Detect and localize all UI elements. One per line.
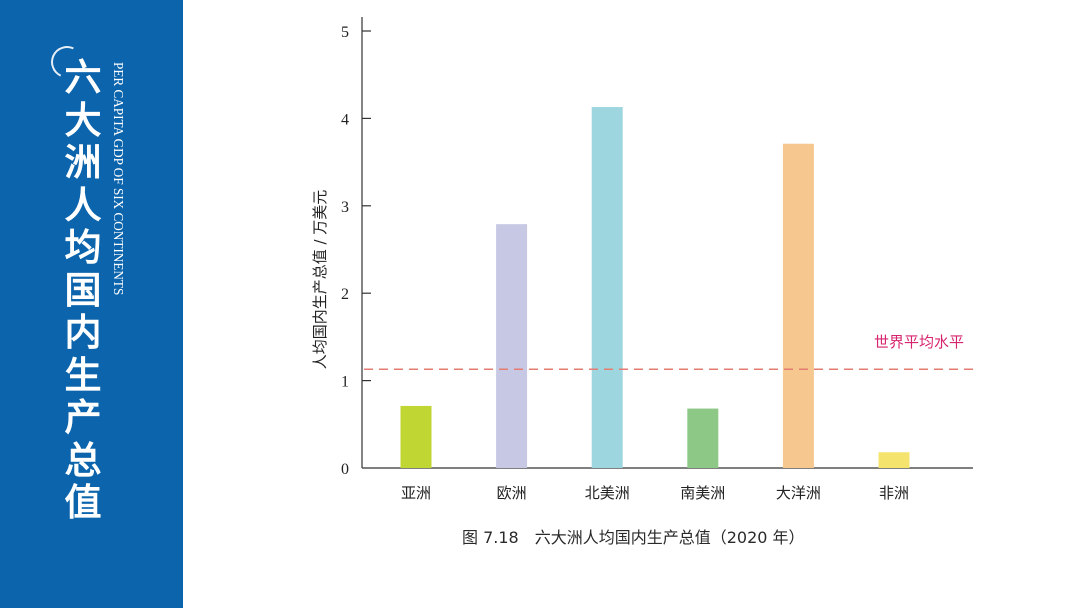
y-tick-label: 0 bbox=[341, 461, 349, 478]
y-tick-label: 1 bbox=[341, 374, 349, 391]
bar-1 bbox=[400, 405, 432, 468]
y-tick-label: 5 bbox=[341, 24, 349, 41]
panel-title-english: PER CAPITA GDP OF SIX CONTINENTS bbox=[111, 62, 126, 296]
x-category-label: 欧洲 bbox=[497, 484, 527, 502]
y-tick-label: 4 bbox=[341, 111, 349, 128]
side-panel: 六大洲人均国内生产总值 PER CAPITA GDP OF SIX CONTIN… bbox=[0, 0, 183, 608]
x-category-label: 亚洲 bbox=[401, 484, 431, 502]
bar-6 bbox=[878, 452, 910, 468]
y-axis-label: 人均国内生产总值 / 万美元 bbox=[311, 190, 329, 370]
figure-caption: 图 7.18 六大洲人均国内生产总值（2020 年） bbox=[462, 528, 805, 547]
x-category-label: 非洲 bbox=[879, 484, 909, 502]
bar-2 bbox=[496, 224, 528, 468]
bar-4 bbox=[687, 408, 719, 468]
x-category-label: 南美洲 bbox=[680, 484, 725, 502]
panel-title-chinese: 六大洲人均国内生产总值 bbox=[64, 56, 102, 524]
y-tick-label: 3 bbox=[341, 199, 349, 216]
y-tick-label: 2 bbox=[341, 286, 349, 303]
bar-5 bbox=[782, 143, 814, 468]
x-category-label: 北美洲 bbox=[585, 484, 630, 502]
x-category-label: 大洋洲 bbox=[776, 484, 821, 502]
bar-3 bbox=[591, 107, 623, 469]
world-average-label: 世界平均水平 bbox=[874, 333, 964, 351]
